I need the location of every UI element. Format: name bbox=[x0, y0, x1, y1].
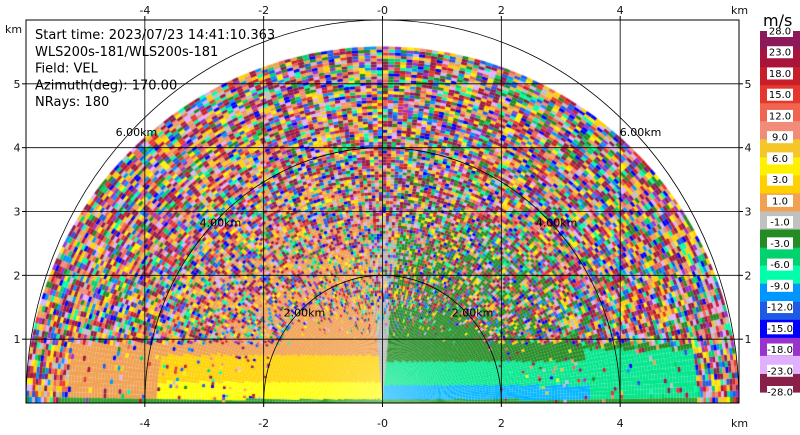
range-ring-label-right: 4.00km bbox=[536, 216, 578, 229]
colorbar-label: 9.0 bbox=[772, 133, 788, 144]
colorbar-label-box bbox=[767, 386, 793, 398]
info-line: NRays: 180 bbox=[35, 95, 109, 110]
colorbar-label: 12.0 bbox=[769, 111, 791, 122]
colorbar-label: -3.0 bbox=[770, 239, 790, 250]
x-unit-label-top: km bbox=[731, 4, 748, 17]
colorbar-label-box bbox=[767, 301, 793, 314]
colorbar-unit: m/s bbox=[763, 11, 792, 30]
colorbar-label-box bbox=[767, 88, 793, 101]
y-tick-label-left: 5 bbox=[14, 78, 21, 91]
colorbar-label: 18.0 bbox=[769, 69, 791, 80]
colorbar-label: -1.0 bbox=[770, 218, 790, 229]
x-tick-label-top: -2 bbox=[258, 4, 269, 17]
range-ring-label-right: 2.00km bbox=[452, 307, 494, 320]
y-tick-label-right: 1 bbox=[745, 333, 752, 346]
colorbar-label-box bbox=[767, 364, 793, 377]
colorbar: 28.0 23.0 18.0 15.0 12.0 9.0 6.0 3.0 1.0 -1.0 -3.0… bbox=[760, 25, 800, 399]
range-ring bbox=[144, 147, 621, 404]
colorbar-label-box bbox=[767, 25, 793, 37]
x-tick-label-bottom: -0 bbox=[377, 417, 388, 430]
range-ring-label-right: 6.00km bbox=[620, 126, 662, 139]
colorbar-label: -9.0 bbox=[770, 281, 790, 292]
info-line: WLS200s-181/WLS200s-181 bbox=[35, 45, 218, 60]
range-ring-label-left: 6.00km bbox=[116, 126, 158, 139]
x-tick-label-top: 4 bbox=[617, 4, 624, 17]
y-tick-label-right: 3 bbox=[745, 206, 752, 219]
grid-lines bbox=[26, 20, 739, 403]
y-tick-label-left: 2 bbox=[14, 269, 21, 282]
colorbar-label-box bbox=[767, 343, 793, 356]
x-tick-label-top: -4 bbox=[139, 4, 150, 17]
y-tick-label-right: 2 bbox=[745, 269, 752, 282]
colorbar-label: 1.0 bbox=[772, 196, 788, 207]
colorbar-label-box bbox=[767, 131, 793, 144]
colorbar-label: -23.0 bbox=[767, 366, 793, 377]
colorbar-label-box bbox=[767, 237, 793, 250]
colorbar-label-box bbox=[767, 152, 793, 165]
x-tick-label-bottom: -4 bbox=[139, 417, 150, 430]
x-unit-label-bottom: km bbox=[731, 417, 748, 430]
colorbar-label: 3.0 bbox=[772, 175, 788, 186]
y-tick-label-right: 5 bbox=[745, 78, 752, 91]
range-ring bbox=[263, 275, 502, 404]
colorbar-label: -28.0 bbox=[767, 388, 793, 399]
colorbar-label: 23.0 bbox=[769, 48, 791, 59]
y-ticks-left: 1 2 3 4 5 bbox=[14, 78, 26, 346]
colorbar-label: 6.0 bbox=[772, 154, 788, 165]
x-ticks-bottom: -4 -2 -0 2 4 bbox=[139, 403, 624, 430]
colorbar-label: 28.0 bbox=[769, 27, 791, 38]
x-tick-label-bottom: -2 bbox=[258, 417, 269, 430]
x-ticks-top: -4 -2 -0 2 4 bbox=[139, 4, 624, 20]
info-line: Field: VEL bbox=[35, 62, 99, 77]
y-ticks-right: 1 2 3 4 5 bbox=[739, 78, 752, 346]
y-unit-label-left: km bbox=[5, 23, 22, 36]
y-tick-label-left: 4 bbox=[14, 142, 21, 155]
colorbar-label-box bbox=[767, 109, 793, 122]
x-tick-label-bottom: 4 bbox=[617, 417, 624, 430]
colorbar-label-box bbox=[767, 258, 793, 271]
colorbar-label-box bbox=[767, 279, 793, 292]
range-ring-label-left: 2.00km bbox=[284, 307, 326, 320]
colorbar-label-box bbox=[767, 67, 793, 80]
y-tick-label-right: 4 bbox=[745, 142, 752, 155]
x-tick-label-top: 2 bbox=[498, 4, 505, 17]
colorbar-label: -15.0 bbox=[767, 324, 793, 335]
colorbar-label-box bbox=[767, 194, 793, 207]
colorbar-label: -6.0 bbox=[770, 260, 790, 271]
x-tick-label-top: -0 bbox=[377, 4, 388, 17]
colorbar-label: -18.0 bbox=[767, 345, 793, 356]
colorbar-label: -12.0 bbox=[767, 303, 793, 314]
info-block: Start time: 2023/07/23 14:41:10.363 WLS20… bbox=[35, 28, 275, 110]
range-ring-label-left: 4.00km bbox=[200, 216, 242, 229]
colorbar-label: 15.0 bbox=[769, 90, 791, 101]
info-line: Azimuth(deg): 170.00 bbox=[35, 78, 177, 93]
x-tick-label-bottom: 2 bbox=[498, 417, 505, 430]
info-line: Start time: 2023/07/23 14:41:10.363 bbox=[35, 28, 275, 43]
colorbar-label-box bbox=[767, 46, 793, 59]
range-ring-labels: 2.00km 2.00km 4.00km 4.00km 6.00km 6.00km bbox=[116, 126, 662, 320]
colorbar-label-box bbox=[767, 322, 793, 335]
y-tick-label-left: 3 bbox=[14, 206, 21, 219]
colorbar-label-box bbox=[767, 216, 793, 229]
colorbar-label-box bbox=[767, 173, 793, 186]
y-tick-label-left: 1 bbox=[14, 333, 21, 346]
